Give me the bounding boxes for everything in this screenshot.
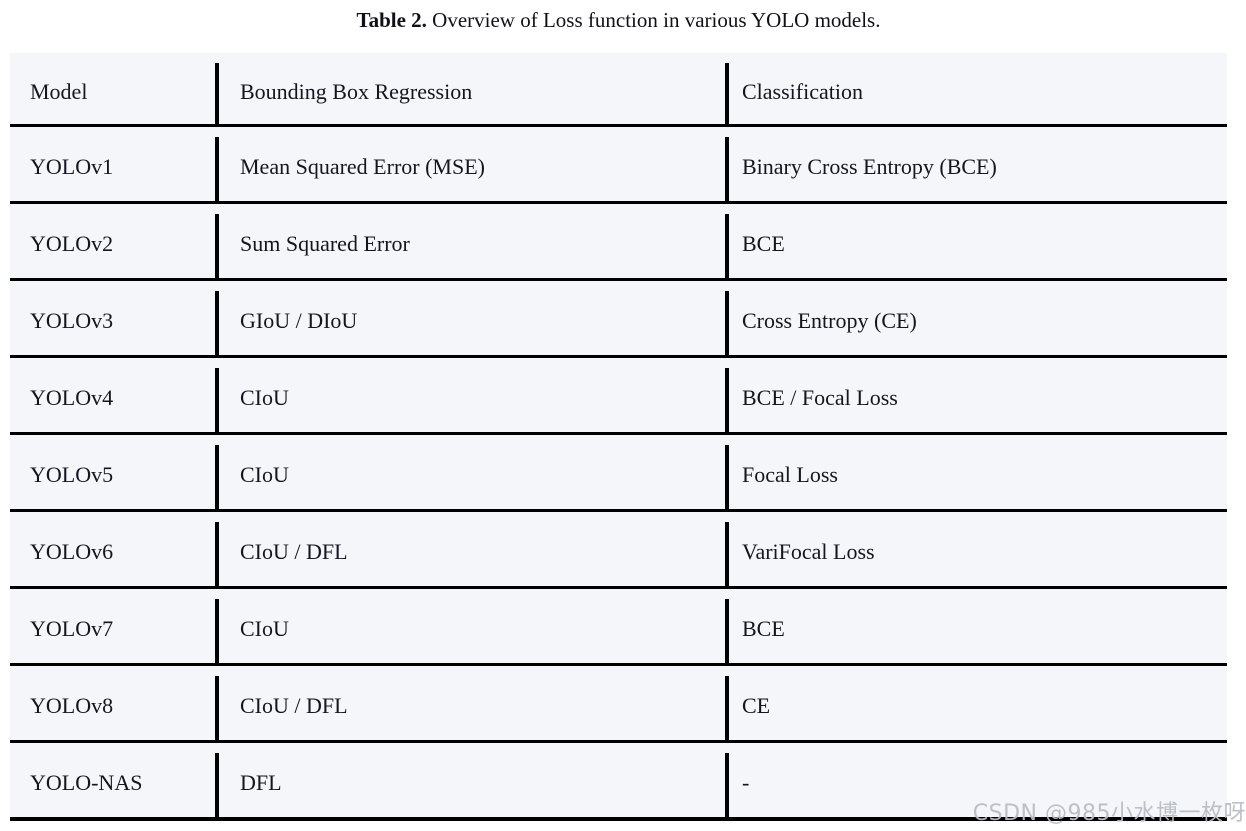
table-caption-label: Table 2.: [356, 8, 427, 32]
cell-model: YOLOv4: [30, 385, 114, 410]
table-row: YOLOv2 Sum Squared Error BCE: [10, 204, 1227, 281]
column-separator: [215, 214, 219, 278]
table-row: YOLOv8 CIoU / DFL CE: [10, 666, 1227, 743]
column-separator: [725, 676, 729, 740]
cell-bbox-regression: CIoU / DFL: [240, 693, 348, 718]
column-separator: [215, 137, 219, 201]
cell-classification: BCE / Focal Loss: [742, 385, 898, 410]
cell-bbox-regression: CIoU: [240, 616, 289, 641]
cell-bbox-regression: CIoU / DFL: [240, 539, 348, 564]
column-separator: [215, 753, 219, 817]
column-separator: [725, 368, 729, 432]
column-separator: [725, 445, 729, 509]
cell-bbox-regression: CIoU: [240, 385, 289, 410]
cell-classification: CE: [742, 693, 771, 718]
header-cell-model: Model: [30, 78, 88, 104]
cell-bbox-regression: Mean Squared Error (MSE): [240, 154, 485, 179]
column-separator: [215, 599, 219, 663]
column-separator: [725, 522, 729, 586]
table-caption-text: Overview of Loss function in various YOL…: [426, 8, 881, 32]
table-row: YOLOv7 CIoU BCE: [10, 589, 1227, 666]
table-row: YOLOv3 GIoU / DIoU Cross Entropy (CE): [10, 281, 1227, 358]
table-row: YOLOv6 CIoU / DFL VariFocal Loss: [10, 512, 1227, 589]
cell-model: YOLOv5: [30, 462, 114, 487]
column-separator: [215, 522, 219, 586]
header-cell-bbox-regression: Bounding Box Regression: [240, 78, 473, 104]
cell-model: YOLOv1: [30, 154, 114, 179]
column-separator: [215, 676, 219, 740]
header-row: Model Bounding Box Regression Classifica…: [10, 53, 1227, 127]
cell-bbox-regression: CIoU: [240, 462, 289, 487]
cell-bbox-regression: Sum Squared Error: [240, 231, 410, 256]
cell-classification: Focal Loss: [742, 462, 838, 487]
column-separator: [215, 368, 219, 432]
cell-model: YOLO-NAS: [30, 770, 143, 795]
cell-classification: -: [742, 770, 750, 795]
table-row: YOLO-NAS DFL -: [10, 743, 1227, 821]
cell-model: YOLOv3: [30, 308, 114, 333]
cell-model: YOLOv2: [30, 231, 114, 256]
cell-classification: BCE: [742, 616, 785, 641]
cell-model: YOLOv7: [30, 616, 114, 641]
cell-classification: VariFocal Loss: [742, 539, 875, 564]
column-separator: [725, 599, 729, 663]
cell-model: YOLOv8: [30, 693, 114, 718]
column-separator: [725, 753, 729, 817]
table-row: YOLOv5 CIoU Focal Loss: [10, 435, 1227, 512]
column-separator: [725, 291, 729, 355]
column-separator: [215, 445, 219, 509]
column-separator: [215, 291, 219, 355]
cell-bbox-regression: DFL: [240, 770, 282, 795]
table-caption: Table 2. Overview of Loss function in va…: [10, 8, 1227, 33]
header-cell-classification: Classification: [742, 78, 863, 104]
cell-model: YOLOv6: [30, 539, 114, 564]
column-separator: [215, 63, 219, 124]
column-separator: [725, 63, 729, 124]
cell-classification: Binary Cross Entropy (BCE): [742, 154, 997, 179]
cell-classification: BCE: [742, 231, 785, 256]
table-row: YOLOv4 CIoU BCE / Focal Loss: [10, 358, 1227, 435]
loss-function-table: Model Bounding Box Regression Classifica…: [10, 53, 1227, 821]
cell-classification: Cross Entropy (CE): [742, 308, 917, 333]
column-separator: [725, 137, 729, 201]
cell-bbox-regression: GIoU / DIoU: [240, 308, 358, 333]
csdn-watermark: CSDN @985小水博一枚呀: [972, 801, 1246, 826]
column-separator: [725, 214, 729, 278]
table-row: YOLOv1 Mean Squared Error (MSE) Binary C…: [10, 127, 1227, 204]
